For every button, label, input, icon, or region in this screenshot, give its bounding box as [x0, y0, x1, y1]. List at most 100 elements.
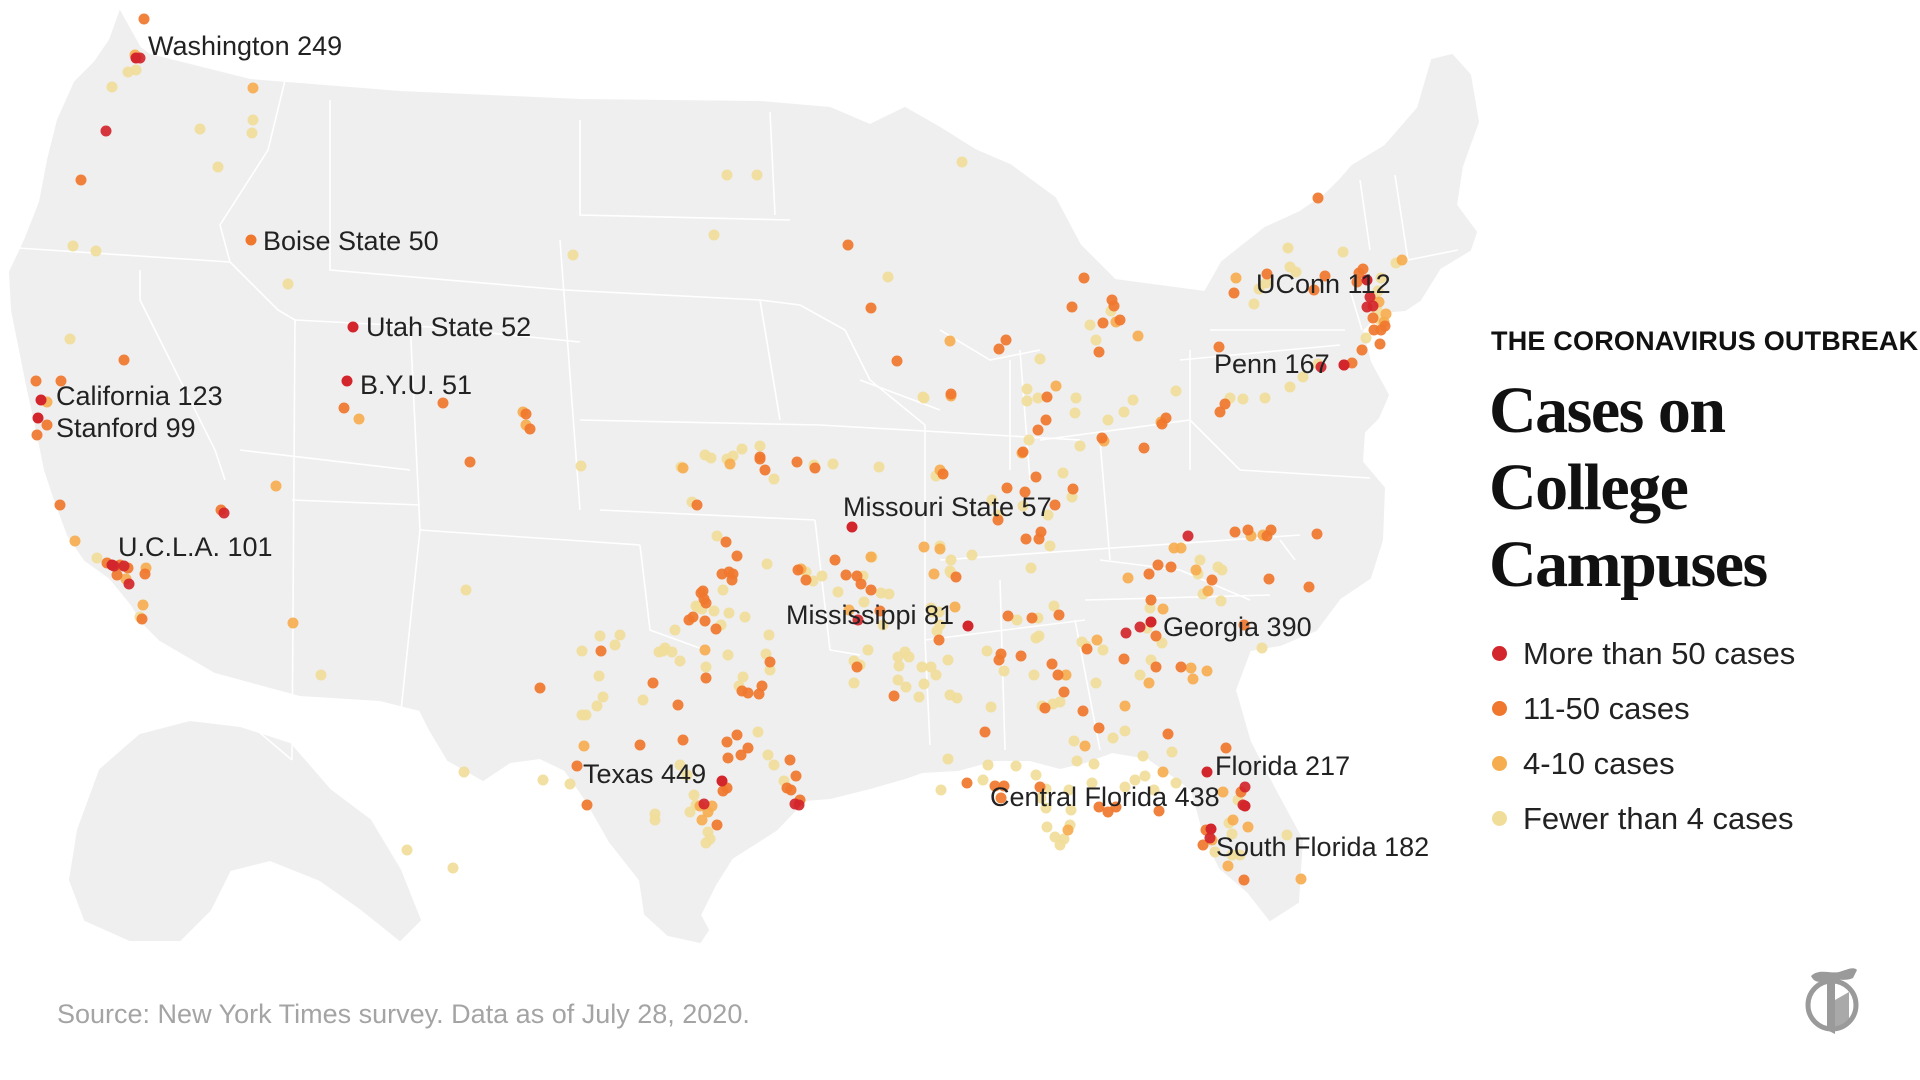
school-marker [1138, 442, 1150, 454]
school-marker [1084, 319, 1096, 331]
school-marker [460, 584, 472, 596]
school-marker [763, 629, 775, 641]
school-marker [1368, 324, 1380, 336]
school-marker [1230, 272, 1242, 284]
school-marker [1050, 380, 1062, 392]
school-marker [137, 599, 149, 611]
labeled-school-marker [347, 321, 359, 333]
school-marker [594, 630, 606, 642]
source-note: Source: New York Times survey. Data as o… [57, 999, 750, 1029]
school-marker [687, 611, 699, 623]
school-marker [1096, 432, 1108, 444]
school-marker [855, 578, 867, 590]
school-marker [851, 661, 863, 673]
school-marker [913, 691, 925, 703]
school-marker [1238, 874, 1250, 886]
school-marker [681, 769, 693, 781]
school-marker [1132, 330, 1144, 342]
school-marker [591, 700, 603, 712]
school-marker [1187, 673, 1199, 685]
school-marker [942, 753, 954, 765]
school-marker [928, 568, 940, 580]
school-marker [524, 423, 536, 435]
school-marker [1150, 661, 1162, 673]
school-marker [1054, 839, 1066, 851]
school-marker [1081, 643, 1093, 655]
school-marker [1071, 755, 1083, 767]
school-marker [564, 778, 576, 790]
legend-dot [1492, 756, 1507, 771]
school-marker [1148, 784, 1160, 796]
school-marker [1197, 839, 1209, 851]
school-marker [950, 571, 962, 583]
school-marker [986, 494, 998, 506]
school-marker [942, 654, 954, 666]
school-marker [315, 669, 327, 681]
school-marker [768, 473, 780, 485]
school-marker [918, 678, 930, 690]
legend-label: Fewer than 4 cases [1523, 800, 1794, 836]
school-marker [840, 569, 852, 581]
school-marker [1122, 572, 1134, 584]
school-marker [111, 569, 123, 581]
school-marker [1297, 371, 1309, 383]
school-marker [1380, 308, 1392, 320]
school-marker [1057, 467, 1069, 479]
school-marker [1118, 653, 1130, 665]
school-marker [1217, 786, 1229, 798]
school-marker [842, 239, 854, 251]
school-marker [1052, 669, 1064, 681]
school-marker [247, 82, 259, 94]
school-marker [1030, 471, 1042, 483]
school-label: Central Florida 438 [990, 782, 1220, 812]
school-marker [1041, 821, 1053, 833]
school-marker [1042, 509, 1054, 521]
school-marker [961, 777, 973, 789]
school-marker [1046, 658, 1058, 670]
labeled-school-marker [846, 521, 858, 533]
school-marker [995, 792, 1007, 804]
school-marker [698, 798, 710, 810]
school-marker [1040, 414, 1052, 426]
school-marker [720, 536, 732, 548]
school-label: B.Y.U. 51 [360, 370, 472, 400]
school-marker [1077, 705, 1089, 717]
labeled-school-marker [130, 52, 142, 64]
school-marker [1066, 491, 1078, 503]
school-marker [1150, 630, 1162, 642]
school-marker [1028, 669, 1040, 681]
school-marker [1068, 735, 1080, 747]
school-marker [1284, 381, 1296, 393]
school-marker [1032, 392, 1044, 404]
school-marker [55, 375, 67, 387]
school-marker [672, 699, 684, 711]
school-marker [1025, 562, 1037, 574]
school-marker [1119, 781, 1131, 793]
labeled-school-marker [245, 234, 257, 246]
school-marker [1284, 261, 1296, 273]
labeled-school-marker [1239, 800, 1251, 812]
school-marker [989, 780, 1001, 792]
school-marker [1118, 406, 1130, 418]
school-label: California 123 [56, 381, 223, 411]
school-marker [1170, 385, 1182, 397]
school-marker [246, 127, 258, 139]
state-borders [17, 59, 1459, 761]
school-marker [723, 607, 735, 619]
school-marker [877, 619, 889, 631]
school-marker [993, 654, 1005, 666]
school-marker [194, 123, 206, 135]
school-marker [1086, 777, 1098, 789]
school-marker [1356, 344, 1368, 356]
school-label: Boise State 50 [263, 226, 439, 256]
school-marker [1375, 272, 1387, 284]
school-marker [1308, 284, 1320, 296]
school-marker [848, 677, 860, 689]
school-marker [1127, 394, 1139, 406]
school-marker [1134, 669, 1146, 681]
school-marker [1033, 533, 1045, 545]
school-marker [1102, 414, 1114, 426]
school-marker [677, 462, 689, 474]
